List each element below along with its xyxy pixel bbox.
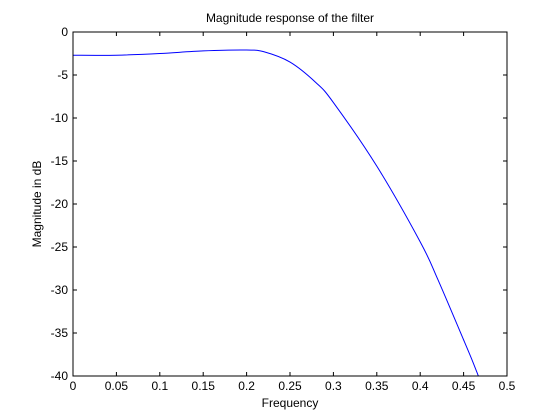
y-tick-label: -30: [51, 283, 69, 297]
x-tick-label: 0.1: [151, 379, 168, 393]
y-tick-label: -5: [57, 68, 68, 82]
x-tick-label: 0.45: [452, 379, 476, 393]
plot-area: [73, 32, 507, 376]
y-tick-label: -25: [51, 240, 69, 254]
plot-frame: [72, 31, 508, 377]
y-tick-label: 0: [61, 25, 68, 39]
x-tick-label: 0.5: [499, 379, 516, 393]
y-tick-label: -40: [51, 369, 69, 383]
y-tick-label: -20: [51, 197, 69, 211]
y-tick-label: -35: [51, 326, 69, 340]
y-tick-label: -10: [51, 111, 69, 125]
tick-layer: 0 0.05 0.1 0.15 0.2 0.25 0.3 0.35 0.4 0.45 0.5 0 -5 -…: [51, 25, 516, 393]
x-tick-label: 0.3: [325, 379, 342, 393]
chart-title: Magnitude response of the filter: [206, 11, 374, 25]
x-tick-label: 0.25: [278, 379, 302, 393]
y-tick-label: -15: [51, 154, 69, 168]
x-tick-label: 0.35: [365, 379, 389, 393]
x-tick-label: 0.05: [105, 379, 129, 393]
y-axis-label: Magnitude in dB: [30, 161, 44, 248]
x-tick-label: 0.4: [412, 379, 429, 393]
series-layer: [72, 49, 479, 377]
x-tick-label: 0: [70, 379, 77, 393]
x-tick-label: 0.15: [192, 379, 216, 393]
series-line-0: [72, 49, 479, 377]
x-axis-label: Frequency: [262, 396, 319, 410]
x-tick-label: 0.2: [238, 379, 255, 393]
